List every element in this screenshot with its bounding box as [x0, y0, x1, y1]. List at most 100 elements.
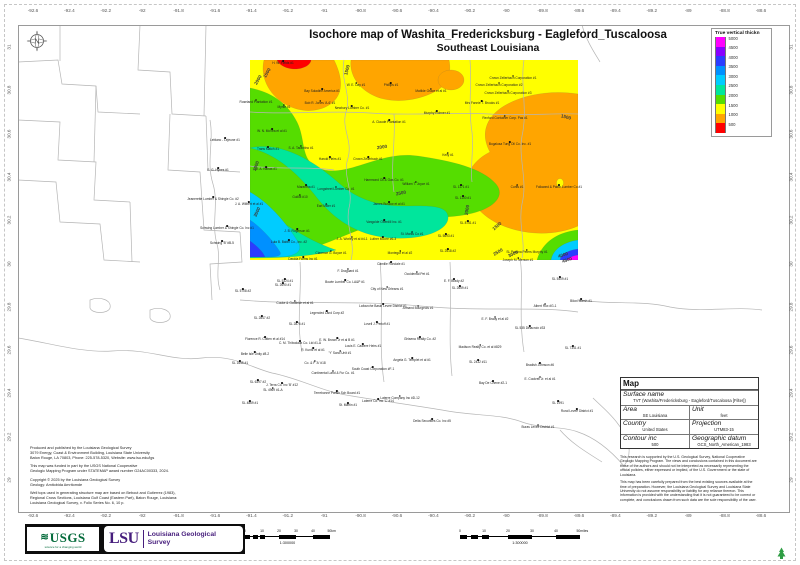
well-marker: SL 1100 #1	[455, 195, 471, 200]
well-marker: Bowie Lumber Co. LA&P #1	[325, 279, 365, 284]
well-marker: Newbury Lumber Co. #1	[335, 105, 370, 110]
well-marker: SL 2518 #2	[440, 248, 456, 253]
well-label: Marantha #1	[297, 186, 315, 189]
well-label: E. F. Brady et al #2	[482, 318, 509, 321]
well-label: Murphy Rohner #1	[424, 112, 450, 115]
well-label: Ghisena Realty Co. #2	[404, 338, 436, 341]
contour-value-label: 1500	[491, 221, 502, 231]
well-label: SL 7341 #1	[565, 347, 581, 350]
well-label: Longstreet Lumber Co. #1	[317, 188, 354, 191]
well-label: SL 5708 #2	[235, 290, 251, 293]
well-label: William T. Joyce #1	[402, 183, 429, 186]
well-marker: SL 8751 #1	[460, 220, 476, 225]
usgs-logo-text: USGS	[50, 530, 86, 546]
well-label: Rexford Container Corp. Pas #1	[482, 117, 527, 120]
contour-inc-label: Contour inc	[621, 435, 689, 442]
scale-bar-label: 20	[506, 529, 510, 533]
well-label: Lovell J. Perloff #1	[364, 323, 390, 326]
lsu-logo-text: LSU	[109, 530, 139, 548]
well-marker: Bay De Chene #2-1	[479, 380, 507, 385]
scale-bar-label: 10	[482, 529, 486, 533]
well-label: C. M. Thibodaux Co. Ltd #1-A	[279, 342, 321, 345]
well-label: SL 1991	[552, 402, 564, 405]
well-marker: J. A. Worley et al #4-1	[336, 236, 367, 241]
well-marker: Louis E. Cadiere Heirs #1	[345, 343, 381, 348]
well-marker: Florence R. Cotten et al #14	[245, 336, 285, 341]
well-label: Myrtle #1	[277, 106, 290, 109]
well-label: Bay Soladine America #1	[304, 90, 340, 93]
well-label: SL 2432 #11	[469, 361, 487, 364]
well-marker: Bogalusa Tung Oil Co. Inc. #1	[489, 141, 531, 146]
well-marker: Legended Land Corp #2	[310, 310, 344, 315]
well-marker: SL 1645 #1	[232, 360, 248, 365]
well-label: Schwing Lumber & Shingle Co. Inc #1	[200, 227, 254, 230]
well-marker: SL 2659 #1	[452, 285, 468, 290]
contour-value-label: 1500	[560, 113, 571, 120]
well-label: Schwing 'B' #B-5	[210, 242, 234, 245]
well-label: Davida Farms Inc #1	[288, 258, 317, 261]
scale-bar: 01020304050km1:300000	[245, 529, 330, 547]
projection-value: UTM83-15	[690, 427, 758, 434]
well-marker: Belle Isle Unity #8-2	[241, 351, 269, 356]
well-marker: Bob R. Jones 'A-6' #1	[305, 100, 336, 105]
well-label: J. A. Wilbert et al #1	[235, 203, 263, 206]
geographic-datum-label: Geographic datum	[690, 435, 758, 442]
well-marker: St. Martin #1	[339, 402, 357, 407]
well-marker: Myrtle #1	[277, 104, 290, 109]
well-marker: Crown Zellerbach Corporation #3	[485, 90, 532, 95]
well-label: SL 1100 #1	[455, 197, 471, 200]
well-marker: Albert Rux #G-1	[534, 303, 557, 308]
lgs-name-line1: Louisiana Geological	[148, 531, 216, 538]
well-marker: Crown Zellerbach Corporation #1	[490, 75, 537, 80]
well-marker: SL 1171 #1	[453, 184, 469, 189]
well-marker: Bay Soladine America #1	[304, 88, 340, 93]
well-label: Rural Levee District #1	[561, 410, 593, 413]
well-label: H. W. Fields #1	[272, 62, 294, 65]
well-marker: Longstreet Lumber Co. #1	[317, 186, 354, 191]
well-marker: W. E. Day #1	[347, 82, 366, 87]
well-label: Guillot #10	[292, 196, 307, 199]
well-label: Legended Land Corp #2	[310, 312, 344, 315]
usgs-wave-icon: ≋	[40, 532, 48, 543]
well-marker: Buras Levee District #1	[522, 424, 555, 429]
scale-bar-baseline	[460, 536, 580, 537]
well-label: South Coast Corporation #F-1	[352, 368, 395, 371]
well-marker: Earl Miller #1	[317, 203, 336, 208]
well-marker: F. Draguard #1	[337, 268, 358, 273]
geographic-datum-value: GCS_North_American_1983	[690, 442, 758, 449]
well-label: SL 535 Delacroix #33	[515, 327, 545, 330]
well-marker: Schwing Lumber & Shingle Co. Inc #1	[200, 225, 254, 230]
lsu-lgs-logo: LSU Louisiana Geological Survey	[104, 526, 243, 552]
well-marker: Crown Zellerbach Corporation #2	[476, 82, 523, 87]
projection-label: Projection	[690, 420, 758, 427]
well-label: Camille Rondale #1	[377, 263, 405, 266]
well-marker: E. F. Brady #2	[444, 278, 464, 283]
well-marker: SL 7341 #1	[565, 345, 581, 350]
scale-bar-label: 50km	[328, 529, 336, 533]
info-row-country-projection: Country United States Projection UTM83-1…	[621, 419, 758, 434]
well-label: Occidental Pet #1	[404, 273, 429, 276]
contour-value-label: 1500	[262, 67, 271, 78]
well-marker: SL 4869 #1	[242, 400, 258, 405]
well-marker: Rexford Container Corp. Pas #1	[482, 115, 527, 120]
well-label: W. N. McVea et al #1	[257, 130, 287, 133]
well-label: SL 2847 #2	[254, 317, 270, 320]
well-marker: E. G. Hynes #1	[207, 167, 229, 172]
well-label: Laterre Co. Inc 'C' #14	[362, 400, 394, 403]
contour-value-label: 2000	[377, 144, 388, 150]
well-marker: Angela G. Templet et al #1	[393, 357, 431, 362]
credit-line: Louisiana Geological Survey, v. Folio Se…	[30, 501, 200, 506]
well-marker: Occidental Pet #1	[404, 271, 429, 276]
well-label: Matilde Grace et al #1	[415, 90, 446, 93]
well-label: Belle Isle Unity #8-2	[241, 353, 269, 356]
well-marker: Crown Zellerbach #1	[353, 156, 382, 161]
info-table-header: Map	[621, 378, 758, 390]
well-label: E. G. Hynes #1	[207, 169, 229, 172]
well-label: SL 2659 #1	[452, 287, 468, 290]
well-marker: South Coast Corporation #F-1	[352, 366, 395, 371]
well-marker: Hammond Oil & Gas Co. #1	[364, 177, 404, 182]
well-label: SL 2518 #2	[440, 250, 456, 253]
surface-name-label: Surface name	[621, 391, 758, 398]
well-label: Curtis #1	[511, 186, 524, 189]
well-marker: Clarence G. Boyce #1	[315, 250, 346, 255]
